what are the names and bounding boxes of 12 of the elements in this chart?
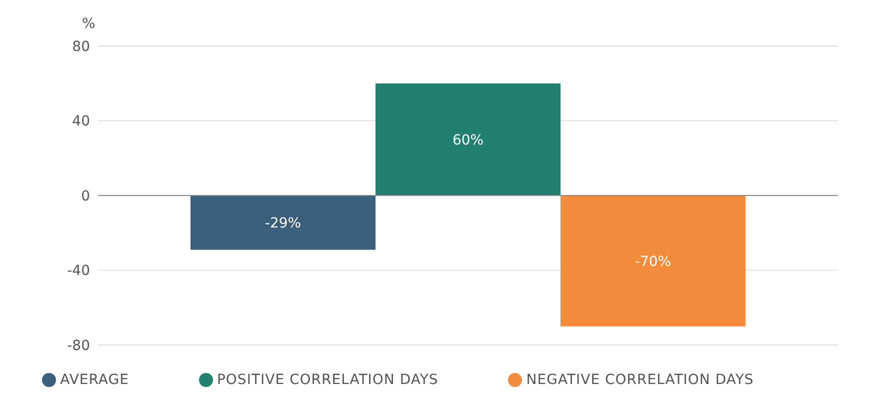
legend-label: NEGATIVE CORRELATION DAYS (526, 372, 754, 388)
y-tick-label: -80 (67, 338, 90, 354)
data-label: -70% (634, 254, 672, 270)
y-tick-label: -40 (67, 263, 90, 280)
y-axis-title: % (82, 16, 96, 32)
y-tick-label: 80 (72, 38, 90, 55)
legend-label: AVERAGE (60, 372, 129, 388)
y-tick-label: 40 (72, 114, 90, 130)
data-label: 60% (452, 132, 484, 148)
legend-label: POSITIVE CORRELATION DAYS (216, 372, 438, 388)
data-label: -29% (264, 216, 302, 232)
y-tick-label: 0 (81, 188, 90, 204)
